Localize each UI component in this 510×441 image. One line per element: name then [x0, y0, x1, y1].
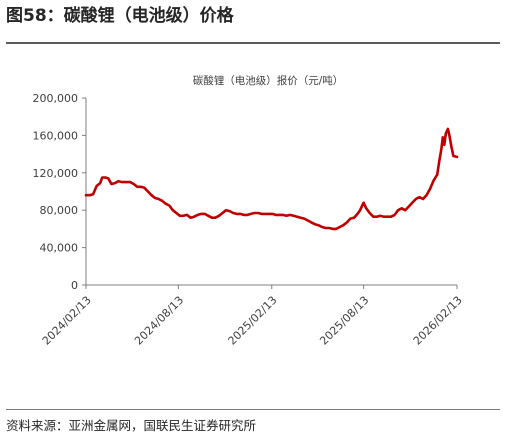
- source-note: 资料来源：亚洲金属网，国联民生证券研究所: [6, 418, 257, 433]
- y-tick-label: 160,000: [33, 129, 79, 142]
- chart-title: 碳酸锂（电池级）报价（元/吨）: [193, 74, 344, 87]
- y-tick-label: 200,000: [33, 92, 79, 105]
- y-tick-label: 0: [71, 279, 78, 292]
- figure-title: 图58：碳酸锂（电池级）价格: [6, 6, 234, 26]
- title-divider: [6, 42, 500, 44]
- x-tick-label: 2025/08/13: [317, 294, 371, 348]
- series-line-lithium-carbonate: [84, 127, 459, 231]
- y-tick-label: 40,000: [40, 242, 79, 255]
- y-tick-label: 120,000: [33, 167, 79, 180]
- x-tick-label: 2026/02/13: [411, 294, 465, 348]
- x-tick-label: 2025/02/13: [226, 294, 280, 348]
- x-axis: 2024/02/13 2024/08/13 2025/02/13 2025/08/13…: [40, 284, 465, 348]
- x-tick-label: 2024/02/13: [40, 294, 94, 348]
- x-tick-label: 2024/08/13: [132, 294, 186, 348]
- source-divider: [6, 409, 500, 410]
- y-axis: 0 40,000 80,000 120,000 160,000 200,000: [33, 92, 87, 292]
- y-tick-label: 80,000: [40, 204, 79, 217]
